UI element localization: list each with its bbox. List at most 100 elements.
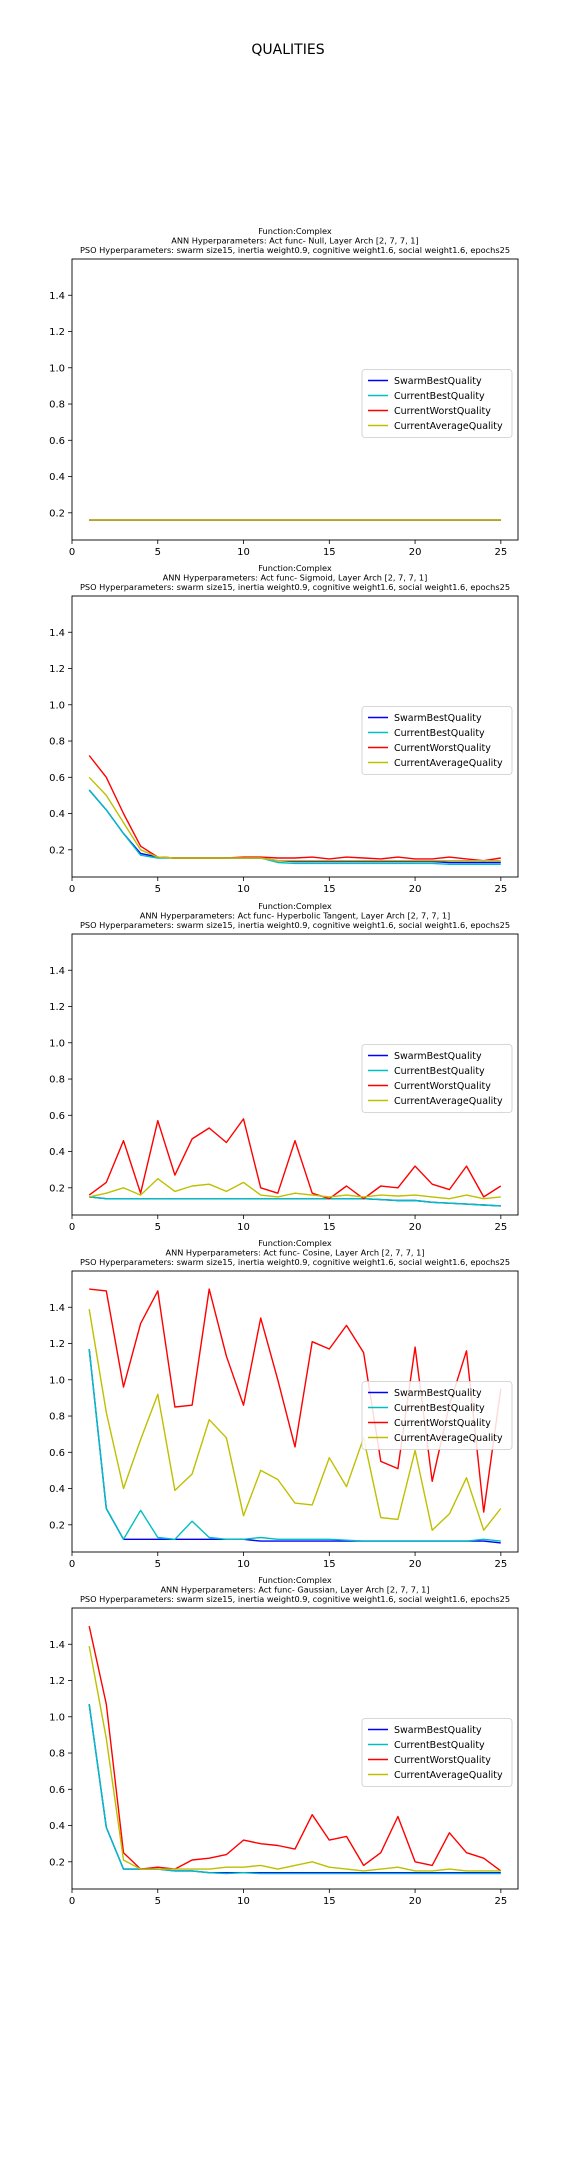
legend-box [361,1718,513,1787]
series-line-SwarmBestQuality [88,789,501,864]
chart-title-line: PSO Hyperparameters: swarm size15, inert… [80,1257,510,1267]
legend-label: CurrentBestQuality [394,1066,485,1077]
legend-box [361,369,513,438]
legend: SwarmBestQuality CurrentBestQuality Curren… [361,1044,513,1113]
y-tick-label: 1.2 [49,1002,65,1013]
x-tick-label: 25 [494,884,507,895]
x-tick-label: 15 [323,1559,336,1570]
legend-label: CurrentAverageQuality [394,421,503,432]
y-tick-label: 0.2 [49,1520,65,1531]
x-tick-label: 25 [494,547,507,558]
y-tick-label: 0.6 [49,1111,65,1122]
chart-title-line: Function:Complex [258,226,332,236]
legend-box [361,706,513,775]
x-tick-label: 10 [237,1222,250,1233]
legend-label: CurrentWorstQuality [394,743,491,754]
x-tick-label: 20 [409,1222,422,1233]
x-tick-label: 25 [494,1896,507,1907]
chart-title-line: Function:Complex [258,1238,332,1248]
x-tick-label: 5 [155,1896,161,1907]
y-tick-label: 1.2 [49,664,65,675]
legend: SwarmBestQuality CurrentBestQuality Curren… [361,706,513,775]
x-tick-label: 15 [323,884,336,895]
legend-label: SwarmBestQuality [394,713,482,724]
series-line-CurrentAverageQuality [88,776,501,862]
y-tick-label: 0.8 [49,400,65,411]
plot-frame [71,933,519,1216]
y-tick-label: 1.2 [49,1676,65,1687]
chart-title-line: Function:Complex [258,1575,332,1585]
x-tick-label: 10 [237,547,250,558]
y-tick-label: 0.8 [49,1412,65,1423]
chart-title-line: PSO Hyperparameters: swarm size15, inert… [80,1594,510,1604]
x-tick-label: 10 [237,884,250,895]
x-tick-label: 20 [409,1896,422,1907]
legend-label: CurrentBestQuality [394,728,485,739]
x-tick-label: 25 [494,1222,507,1233]
y-tick-label: 1.4 [49,1303,65,1314]
series-line-CurrentAverageQuality [88,1645,501,1872]
y-tick-label: 0.6 [49,1785,65,1796]
y-tick-label: 1.4 [49,291,65,302]
chart-title-line: ANN Hyperparameters: Act func- Hyperboli… [140,911,451,921]
chart-title-line: Function:Complex [258,563,332,573]
chart-title-line: PSO Hyperparameters: swarm size15, inert… [80,920,510,930]
chart-title-line: PSO Hyperparameters: swarm size15, inert… [80,582,510,592]
legend-label: CurrentWorstQuality [394,406,491,417]
y-tick-label: 0.4 [49,472,65,483]
figure-suptitle: QUALITIES [251,42,325,58]
x-tick-label: 5 [155,1222,161,1233]
x-tick-label: 15 [323,547,336,558]
y-tick-label: 0.8 [49,737,65,748]
y-tick-label: 1.0 [49,1375,65,1386]
x-tick-label: 0 [69,1222,75,1233]
series-line-CurrentBestQuality [88,789,501,865]
plot-frame [71,258,519,541]
chart-title-line: ANN Hyperparameters: Act func- Gaussian,… [160,1585,429,1595]
x-tick-label: 10 [237,1559,250,1570]
x-tick-label: 15 [323,1222,336,1233]
legend-label: CurrentAverageQuality [394,1433,503,1444]
plot-frame [71,1607,519,1890]
chart-title-line: ANN Hyperparameters: Act func- Cosine, L… [165,1248,424,1258]
y-tick-label: 0.2 [49,508,65,519]
legend-label: SwarmBestQuality [394,376,482,387]
y-tick-label: 1.0 [49,700,65,711]
x-tick-label: 0 [69,1559,75,1570]
x-tick-label: 10 [237,1896,250,1907]
y-tick-label: 1.2 [49,1339,65,1350]
legend-label: CurrentBestQuality [394,391,485,402]
chart-title-line: PSO Hyperparameters: swarm size15, inert… [80,245,510,255]
series-line-CurrentWorstQuality [89,1288,502,1513]
y-tick-label: 1.4 [49,628,65,639]
x-tick-label: 5 [155,547,161,558]
legend-label: CurrentBestQuality [394,1403,485,1414]
y-tick-label: 0.8 [49,1075,65,1086]
y-tick-label: 0.6 [49,1448,65,1459]
x-tick-label: 5 [155,1559,161,1570]
y-tick-label: 0.4 [49,1147,65,1158]
legend: SwarmBestQuality CurrentBestQuality Curren… [361,369,513,438]
y-tick-label: 1.4 [49,966,65,977]
plot-frame [71,595,519,878]
y-tick-label: 0.4 [49,1821,65,1832]
y-tick-label: 0.4 [49,809,65,820]
legend-label: CurrentAverageQuality [394,1770,503,1781]
x-tick-label: 5 [155,884,161,895]
y-tick-label: 0.2 [49,1857,65,1868]
x-tick-label: 0 [69,1896,75,1907]
chart-title-line: Function:Complex [258,901,332,911]
series-line-CurrentAverageQuality [88,1308,502,1531]
series-line-CurrentWorstQuality [88,1118,502,1200]
legend-label: CurrentAverageQuality [394,1096,503,1107]
x-tick-label: 15 [323,1896,336,1907]
legend-label: SwarmBestQuality [394,1725,482,1736]
y-tick-label: 1.4 [49,1640,65,1651]
x-tick-label: 0 [69,884,75,895]
y-tick-label: 1.2 [49,327,65,338]
